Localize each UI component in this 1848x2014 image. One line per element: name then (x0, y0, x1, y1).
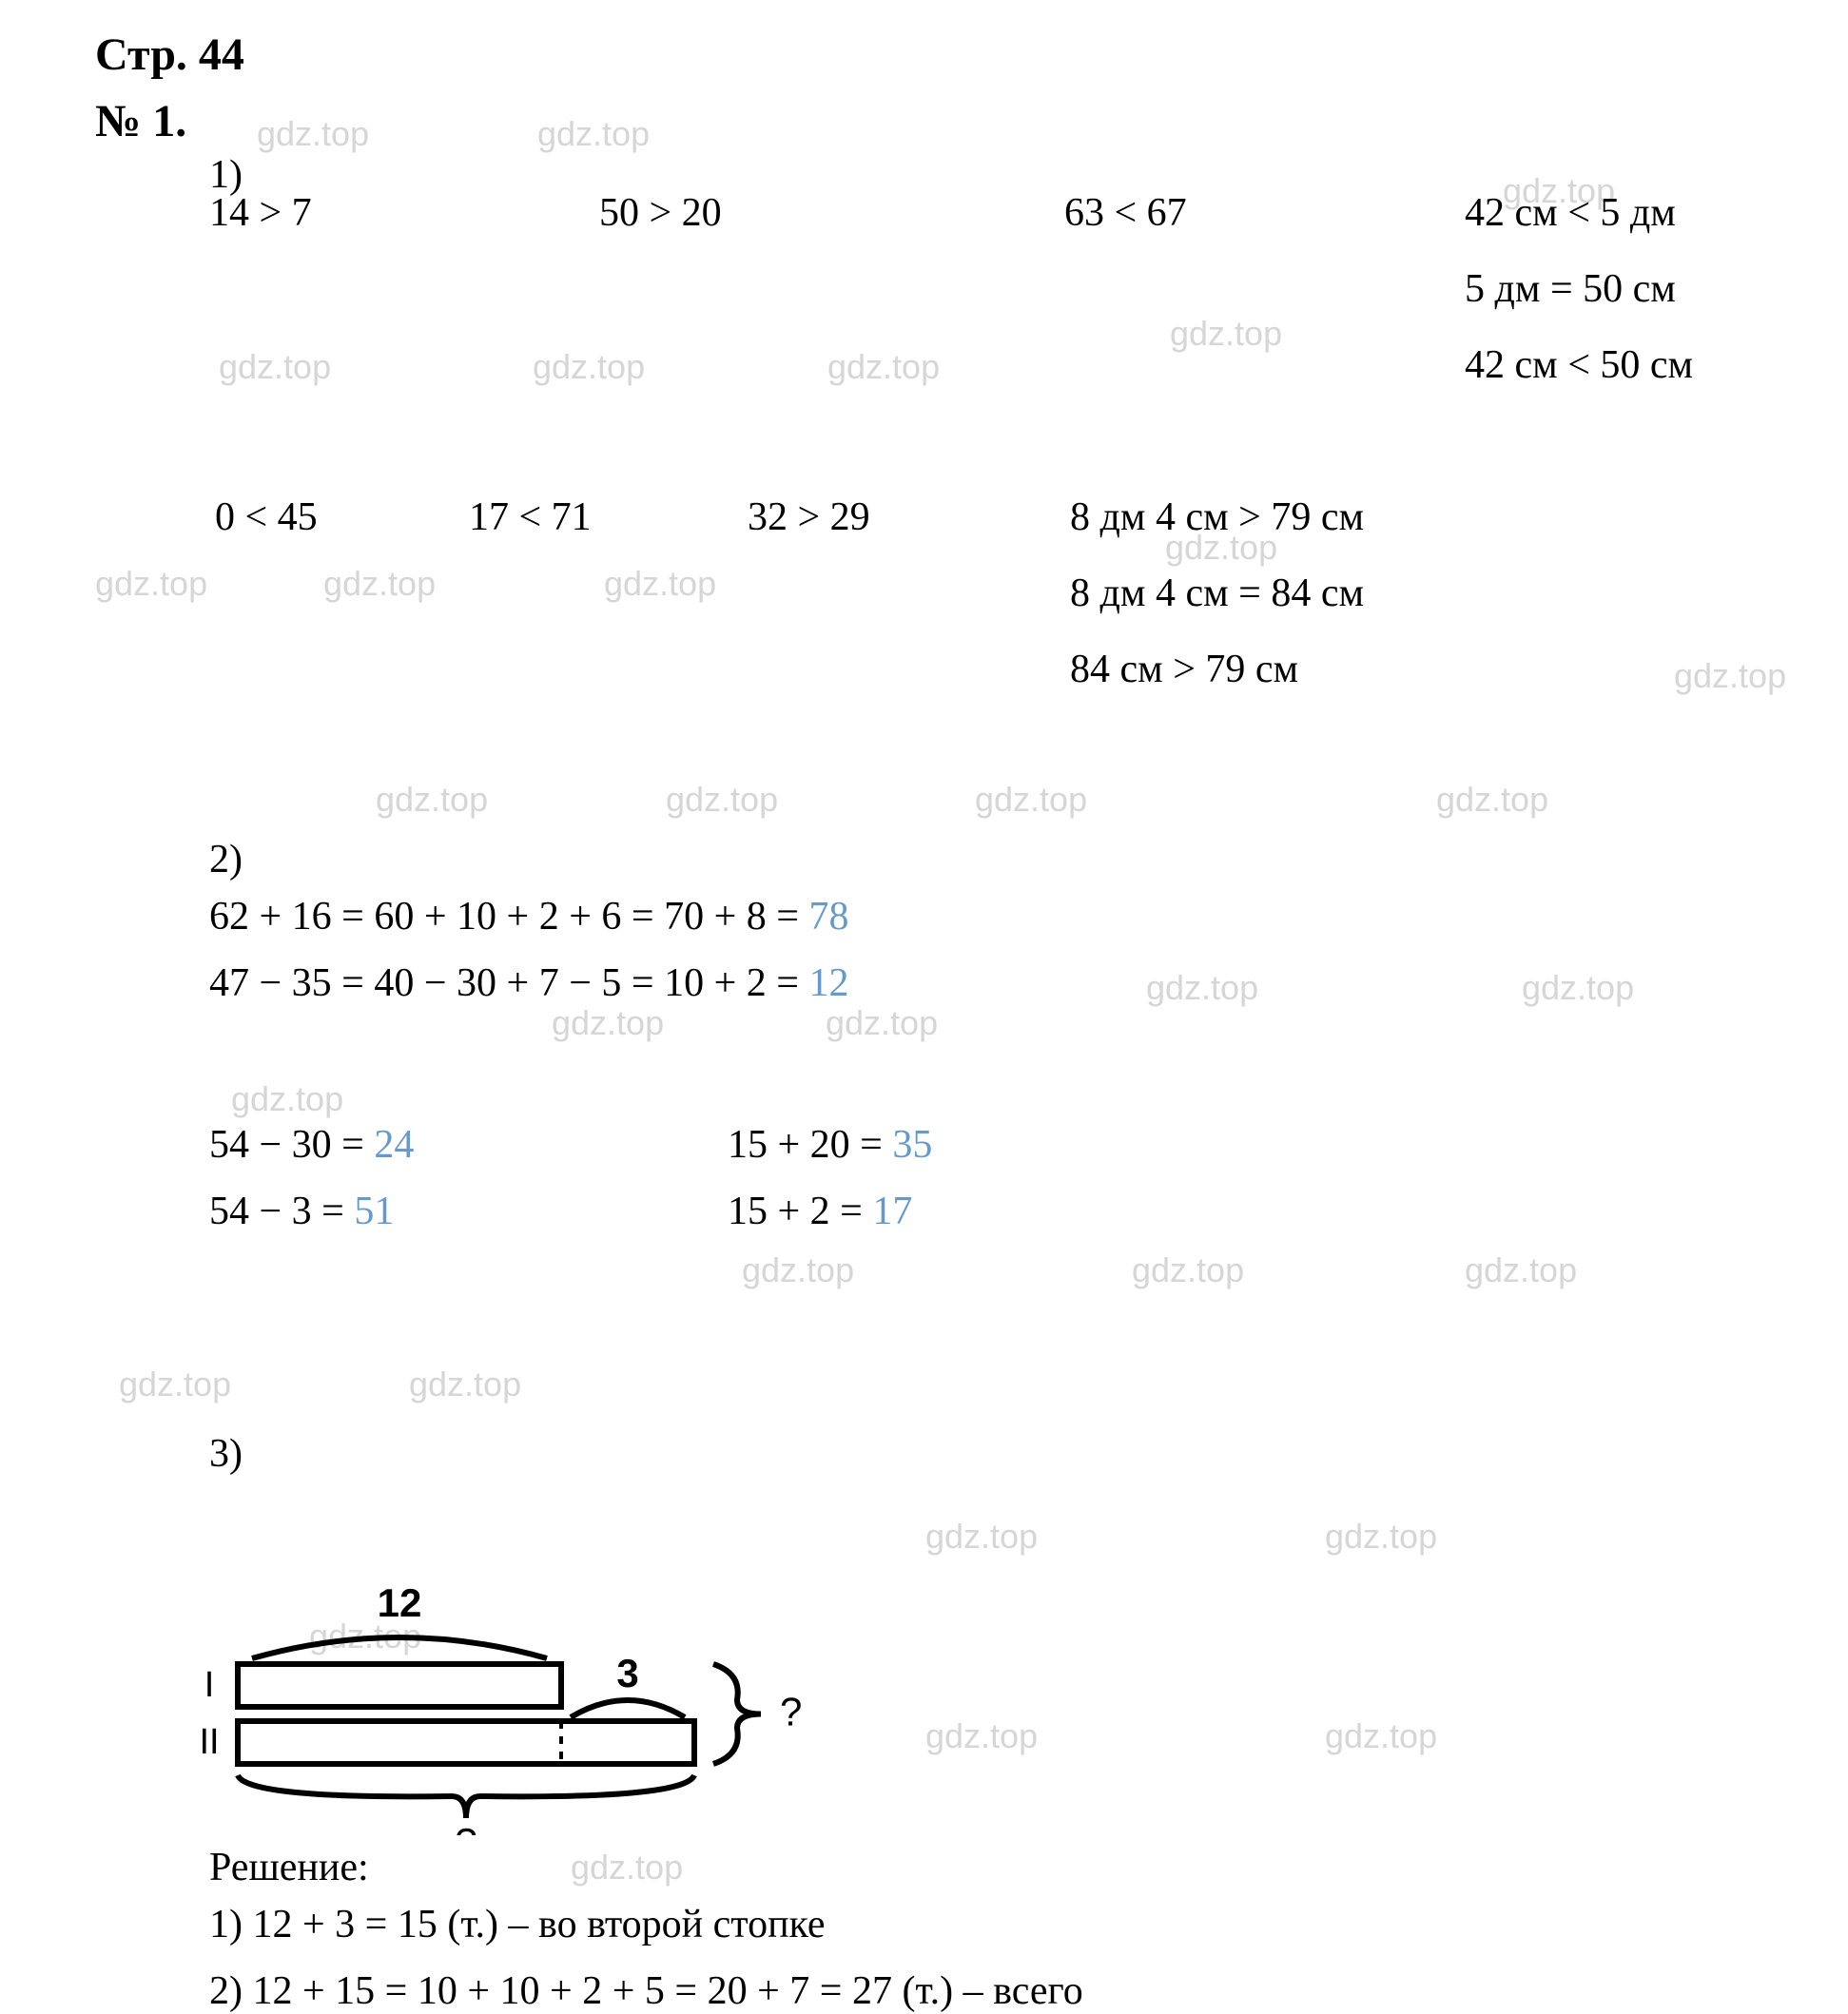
math-calculation: 47 − 35 = 40 − 30 + 7 − 5 = 10 + 2 = 12 (209, 960, 849, 1006)
watermark: gdz.top (604, 564, 716, 604)
math-expression: 8 дм 4 см > 79 см (1070, 494, 1364, 540)
calc-answer: 17 (872, 1190, 912, 1233)
math-expression: 14 > 7 (209, 190, 312, 236)
math-expression: 42 см < 50 см (1465, 342, 1693, 388)
watermark: gdz.top (1522, 968, 1634, 1008)
math-calculation: 62 + 16 = 60 + 10 + 2 + 6 = 70 + 8 = 78 (209, 894, 849, 939)
watermark: gdz.top (1146, 968, 1258, 1008)
watermark: gdz.top (1465, 1250, 1577, 1290)
watermark: gdz.top (742, 1250, 854, 1290)
math-expression: 50 > 20 (599, 190, 722, 236)
page-heading: Стр. 44 (95, 29, 244, 81)
svg-text:II: II (199, 1722, 219, 1762)
part2-label: 2) (209, 837, 243, 882)
problem-heading: № 1. (95, 95, 186, 147)
calc-answer: 78 (809, 895, 849, 939)
watermark: gdz.top (571, 1848, 683, 1888)
watermark: gdz.top (231, 1079, 343, 1119)
watermark: gdz.top (552, 1003, 664, 1043)
watermark: gdz.top (1674, 656, 1786, 696)
math-expression: 5 дм = 50 см (1465, 266, 1676, 312)
watermark: gdz.top (533, 347, 645, 387)
calc-expression: 15 + 20 = (728, 1123, 892, 1167)
calc-answer: 24 (374, 1123, 414, 1167)
watermark: gdz.top (257, 114, 369, 154)
math-calculation: 54 − 3 = 51 (209, 1189, 394, 1234)
calc-expression: 54 − 3 = (209, 1190, 354, 1233)
part3-diagram: 123III?? (190, 1578, 808, 1835)
svg-text:3: 3 (616, 1651, 638, 1695)
watermark: gdz.top (409, 1365, 521, 1404)
solution-label: Решение: (209, 1845, 369, 1890)
calc-answer: 51 (354, 1190, 394, 1233)
calc-expression: 62 + 16 = 60 + 10 + 2 + 6 = 70 + 8 = (209, 895, 809, 939)
watermark: gdz.top (1132, 1250, 1244, 1290)
svg-text:I: I (204, 1665, 215, 1705)
watermark: gdz.top (323, 564, 436, 604)
watermark: gdz.top (826, 1003, 938, 1043)
calc-expression: 15 + 2 = (728, 1190, 872, 1233)
watermark: gdz.top (1170, 314, 1282, 354)
calc-expression: 54 − 30 = (209, 1123, 374, 1167)
watermark: gdz.top (376, 780, 488, 820)
calc-answer: 12 (809, 961, 849, 1005)
watermark: gdz.top (925, 1517, 1038, 1557)
part3-label: 3) (209, 1431, 243, 1477)
watermark: gdz.top (219, 347, 331, 387)
math-expression: 42 см < 5 дм (1465, 190, 1676, 236)
watermark: gdz.top (119, 1365, 231, 1404)
calc-answer: 35 (892, 1123, 932, 1167)
math-expression: 0 < 45 (215, 494, 318, 540)
calc-expression: 47 − 35 = 40 − 30 + 7 − 5 = 10 + 2 = (209, 961, 809, 1005)
svg-text:?: ? (780, 1690, 802, 1734)
svg-text:12: 12 (378, 1580, 422, 1625)
math-expression: 17 < 71 (469, 494, 592, 540)
math-calculation: 15 + 20 = 35 (728, 1122, 932, 1168)
math-expression: 84 см > 79 см (1070, 647, 1298, 692)
watermark: gdz.top (1325, 1716, 1437, 1756)
svg-text:?: ? (455, 1820, 477, 1835)
watermark: gdz.top (666, 780, 778, 820)
math-expression: 63 < 67 (1064, 190, 1187, 236)
solution-line: 1) 12 + 3 = 15 (т.) – во второй стопке (209, 1902, 826, 1947)
watermark: gdz.top (975, 780, 1087, 820)
solution-line: 2) 12 + 15 = 10 + 10 + 2 + 5 = 20 + 7 = … (209, 1968, 1083, 2014)
watermark: gdz.top (827, 347, 940, 387)
math-calculation: 15 + 2 = 17 (728, 1189, 912, 1234)
watermark: gdz.top (1436, 780, 1548, 820)
watermark: gdz.top (95, 564, 207, 604)
math-expression: 32 > 29 (748, 494, 870, 540)
math-expression: 8 дм 4 см = 84 см (1070, 571, 1364, 616)
watermark: gdz.top (537, 114, 650, 154)
watermark: gdz.top (1325, 1517, 1437, 1557)
watermark: gdz.top (925, 1716, 1038, 1756)
math-calculation: 54 − 30 = 24 (209, 1122, 414, 1168)
